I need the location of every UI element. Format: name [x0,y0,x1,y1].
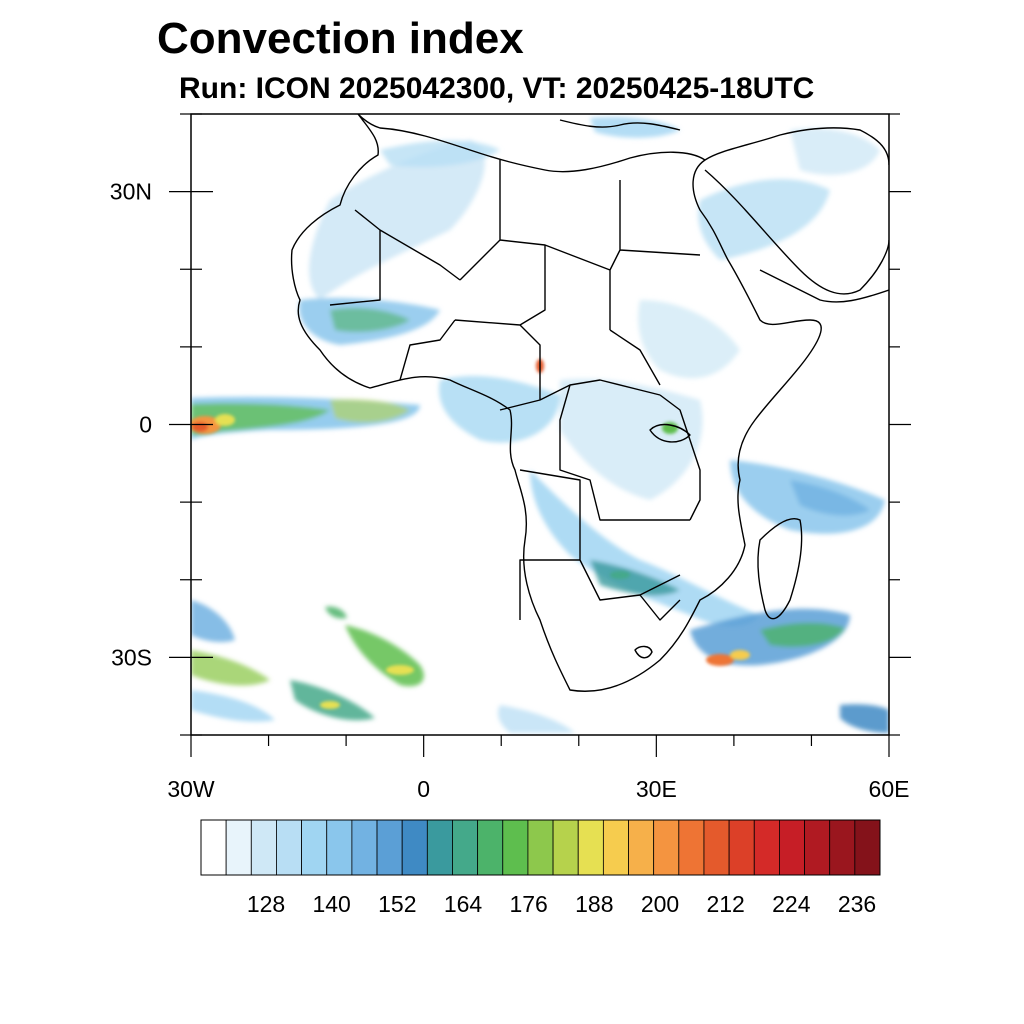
colorbar-segment [326,819,353,876]
colorbar-segment [779,819,805,876]
colorbar-segment [628,819,655,876]
colorbar-segment [225,819,252,876]
colorbar-label: 140 [312,891,350,917]
colorbar [200,819,881,876]
lat-label: 30N [110,179,152,205]
colorbar-segment [703,819,730,876]
colorbar-label: 212 [706,891,744,917]
axis-ticks [169,113,911,757]
colorbar-segment [804,819,831,876]
coastlines-borders [290,114,889,692]
colorbar-segment [376,819,403,876]
colorbar-segment [552,819,579,876]
colorbar-label: 224 [772,891,811,917]
lat-label: 30S [111,644,152,670]
colorbar-segment [250,819,277,876]
colorbar-segment [301,819,328,876]
latitude-labels: 30N 0 30S [110,179,152,671]
chart-subtitle: Run: ICON 2025042300, VT: 20250425-18UTC [179,72,815,105]
colorbar-segment [829,819,856,876]
colorbar-label: 176 [509,891,547,917]
colorbar-segment [426,819,453,876]
colorbar-label: 152 [378,891,416,917]
colorbar-segment [502,819,529,876]
lon-label: 30W [167,776,215,802]
lon-label: 30E [636,776,677,802]
lon-label: 0 [417,776,430,802]
colorbar-segment [602,819,629,876]
colorbar-segment [527,819,554,876]
colorbar-segment [753,819,780,876]
colorbar-segment [653,819,680,876]
chart-title: Convection index [157,14,524,63]
lon-label: 60E [869,776,910,802]
colorbar-segment [276,819,302,876]
longitude-labels: 30W 0 30E 60E [167,776,909,802]
convection-field [191,116,889,733]
colorbar-segment [577,819,604,876]
colorbar-label: 188 [575,891,613,917]
colorbar-label: 236 [838,891,876,917]
colorbar-segment [728,819,755,876]
colorbar-segment [678,819,705,876]
colorbar-segment [452,819,479,876]
colorbar-segment [401,819,428,876]
colorbar-label: 128 [247,891,285,917]
colorbar-segment [477,819,504,876]
colorbar-label: 200 [641,891,679,917]
colorbar-labels: 128 140 152 164 176 188 200 212 224 236 [247,891,876,917]
colorbar-outline [200,819,881,876]
colorbar-segment [200,819,227,876]
lat-label: 0 [139,412,152,438]
plot-area [191,114,889,735]
colorbar-segment [854,819,881,876]
colorbar-segment [351,819,378,876]
colorbar-label: 164 [444,891,483,917]
